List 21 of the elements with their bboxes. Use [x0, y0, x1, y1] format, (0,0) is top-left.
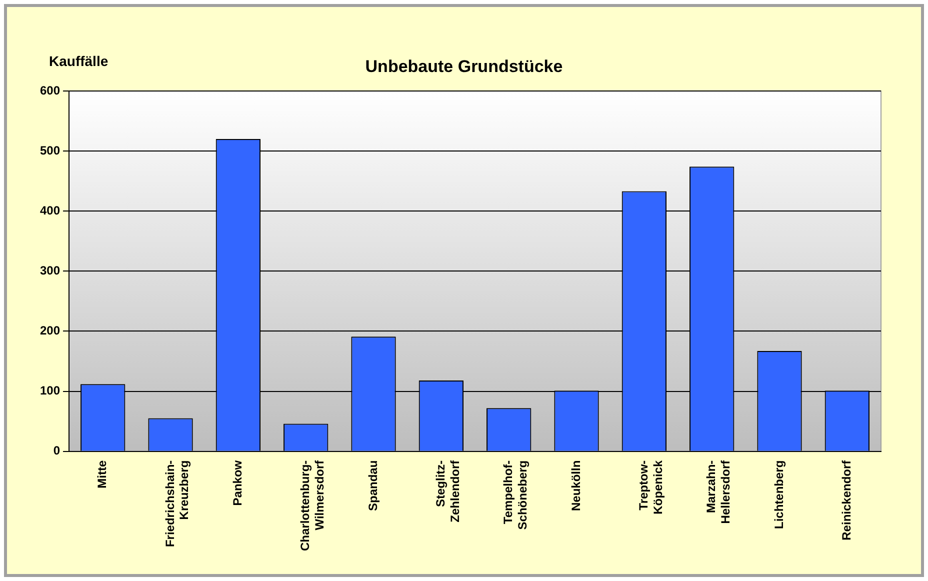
x-tick-label: Steglitz-Zehlendorf — [433, 459, 462, 522]
y-tick-label: 100 — [40, 384, 60, 398]
chart-title: Unbebaute Grundstücke — [365, 57, 563, 76]
y-tick-label: 500 — [40, 143, 60, 158]
x-tick-label: Friedrichshain-Kreuzberg — [162, 460, 192, 548]
x-tick-label: Tempelhof-Schöneberg — [501, 460, 530, 530]
y-tick-label: 200 — [40, 324, 60, 338]
y-tick-label: 0 — [53, 444, 60, 458]
x-tick-label: Lichtenberg — [772, 460, 786, 530]
y-tick-label: 400 — [40, 203, 60, 218]
x-tick-label: Pankow — [230, 460, 244, 506]
y-tick-label: 300 — [40, 263, 60, 278]
x-tick-label: Treptow-Köpenick — [636, 460, 665, 514]
x-tick-label: Mitte — [95, 460, 110, 488]
x-tick-label: Spandau — [366, 460, 380, 512]
y-axis-title: Kauffälle — [49, 53, 108, 69]
x-tick-label: Neukölln — [568, 460, 583, 512]
y-tick-label: 600 — [40, 83, 60, 98]
x-tick-label: Reinickendorf — [839, 459, 854, 540]
x-tick-label: Marzahn-Hellersdorf — [704, 459, 733, 524]
x-tick-label: Charlottenburg-Wilmersdorf — [298, 459, 327, 551]
